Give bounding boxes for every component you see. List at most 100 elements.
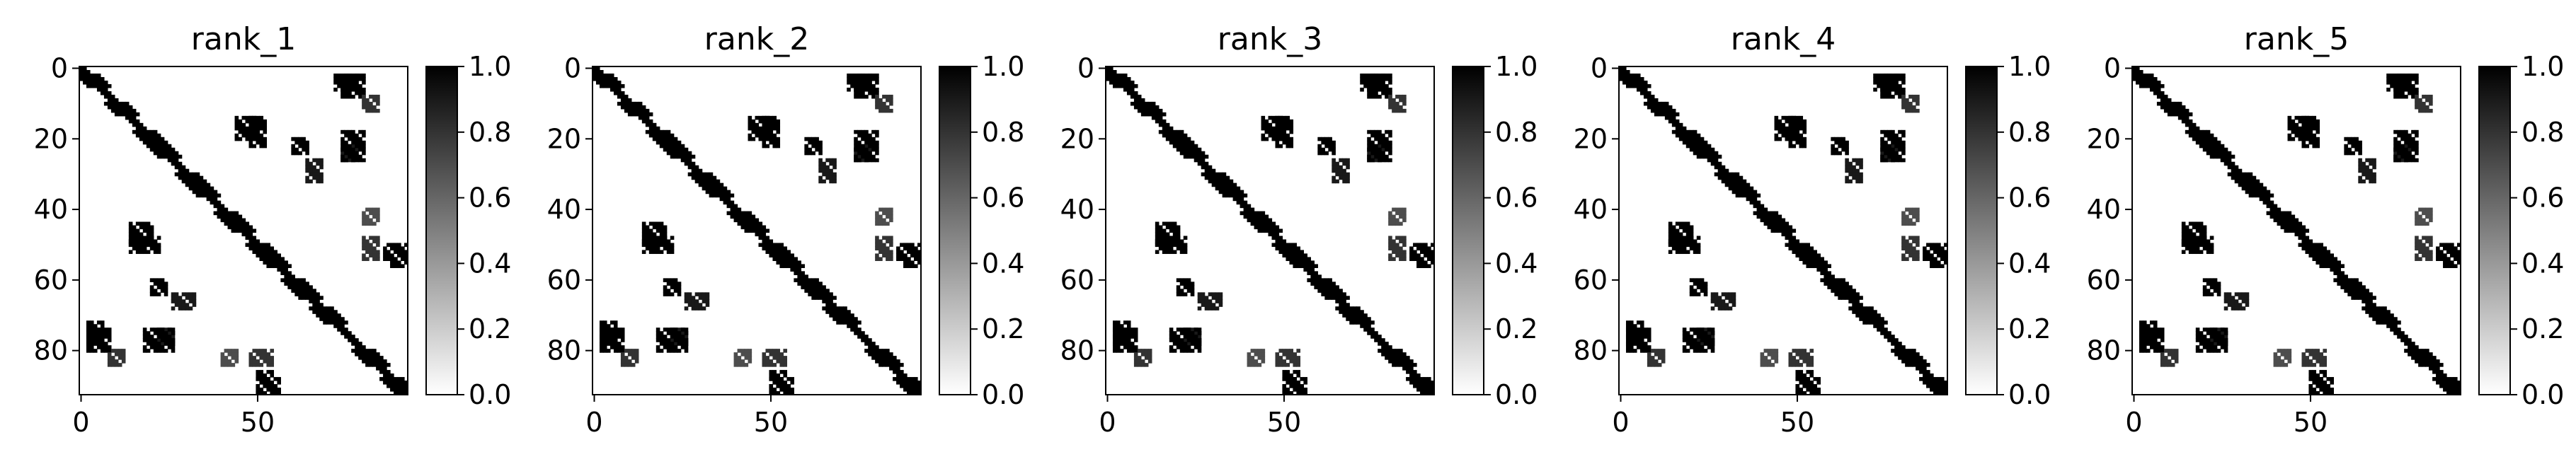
heatmap-cell [132,236,137,240]
heatmap-cell [1183,147,1188,152]
heatmap-cell [188,179,193,184]
heatmap-cell [1409,250,1414,255]
heatmap-cell [302,289,306,293]
heatmap-cell [677,140,682,145]
heatmap-cell [1424,391,1428,395]
heatmap-cell [1346,161,1350,166]
heatmap-cell [142,140,147,145]
heatmap-cell [1155,112,1160,117]
heatmap-cell [1696,278,1701,282]
heatmap-cell [1406,356,1410,360]
heatmap-cell [1774,214,1779,219]
heatmap-cell [886,359,890,364]
heatmap-cell [302,292,306,296]
heatmap-cell [1314,285,1318,289]
heatmap-cell [917,388,922,392]
heatmap-cell [765,122,770,127]
heatmap-cell [889,214,893,219]
heatmap-cell [656,133,660,138]
heatmap-cell [1399,257,1403,262]
heatmap-cell [1894,147,1899,152]
heatmap-cell [344,73,348,78]
heatmap-cell [765,363,770,367]
heatmap-cell [93,335,98,339]
heatmap-cell [889,366,893,371]
heatmap-cell [1172,335,1177,339]
heatmap-cell [82,66,87,71]
heatmap-cell [1243,193,1248,198]
heatmap-cell [1643,342,1648,346]
heatmap-cell [1183,327,1188,332]
heatmap-cell [609,73,614,78]
heatmap-cell [829,313,833,318]
heatmap-cell [1250,211,1255,216]
heatmap-cell [624,105,629,110]
heatmap-cell [1707,151,1712,156]
heatmap-cell [372,236,377,240]
heatmap-cell [1257,211,1262,216]
heatmap-cell [1116,324,1121,328]
heatmap-cell [1845,179,1849,184]
heatmap-cell [1162,243,1167,248]
heatmap-cell [160,338,165,342]
heatmap-cell [1714,292,1719,296]
heatmap-cell [1254,363,1259,367]
heatmap-cell [882,108,886,113]
heatmap-cell [1714,161,1719,166]
heatmap-cell [1112,76,1117,81]
heatmap-cell [1912,108,1916,113]
heatmap-cell [355,137,359,141]
heatmap-cell [705,303,710,307]
heatmap-cell [234,115,239,120]
heatmap-cell [1937,253,1941,258]
heatmap-cell [769,388,774,392]
heatmap-cell [259,133,264,138]
heatmap-cell [1232,193,1237,198]
heatmap-cell [1388,105,1392,110]
heatmap-cell [1282,239,1287,244]
heatmap-cell [259,370,264,374]
heatmap-cell [1416,257,1421,262]
heatmap-cell [779,257,784,262]
heatmap-cell [252,239,257,244]
heatmap-cell [1179,151,1184,156]
heatmap-cell [379,366,384,371]
heatmap-cell [659,239,664,244]
heatmap-cell [256,373,261,378]
heatmap-cell [156,144,161,149]
heatmap-cell [121,349,126,353]
heatmap-cell [758,133,763,138]
heatmap-cell [765,144,770,149]
heatmap-cell [1119,73,1124,78]
heatmap-cell [878,243,883,248]
heatmap-cell [128,250,133,255]
heatmap-cell [790,257,794,262]
heatmap-cell [769,129,774,134]
heatmap-cell [224,356,229,360]
heatmap-cell [1802,253,1807,258]
heatmap-cell [1887,147,1891,152]
heatmap-cell [1816,257,1821,262]
heatmap-cell [769,140,774,145]
heatmap-cell [330,306,334,311]
heatmap-cell [1332,282,1336,286]
heatmap-cell [100,331,105,335]
heatmap-cell [1795,137,1800,141]
heatmap-cell [1183,338,1188,342]
heatmap-cell [1891,140,1895,145]
heatmap-cell [744,356,749,360]
heatmap-cell [1675,126,1680,131]
heatmap-cell [1689,342,1694,346]
heatmap-cell [358,144,362,149]
heatmap-cell [365,221,370,226]
heatmap-cell [160,289,165,293]
heatmap-cell [1887,87,1891,92]
heatmap-cell [89,345,94,349]
heatmap-cell [238,119,243,124]
heatmap-cell [266,384,271,388]
heatmap-cell [185,175,190,180]
heatmap-cell [1629,320,1634,325]
heatmap-cell [358,349,362,353]
heatmap-cell [1402,207,1407,212]
heatmap-cell [100,349,105,353]
